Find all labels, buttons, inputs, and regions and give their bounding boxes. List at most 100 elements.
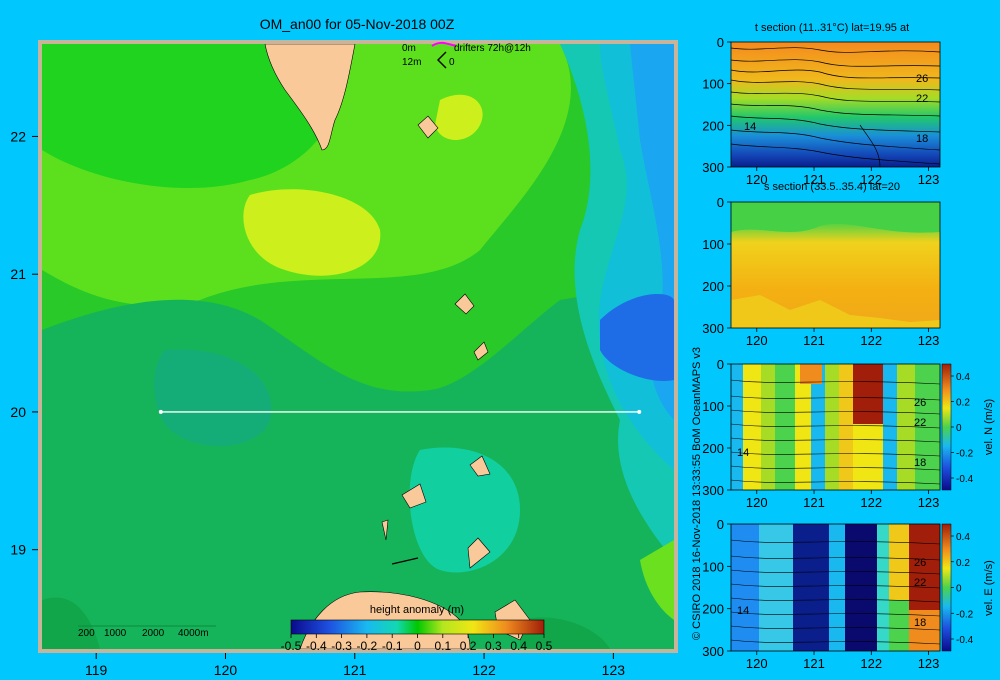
veln-colorbar <box>941 363 952 491</box>
panel-y-tick-label: 200 <box>702 602 724 617</box>
panel-y-tick-label: 100 <box>702 399 724 414</box>
panel-temp-contour-22: 22 <box>916 93 928 105</box>
panel-y-tick-label: 100 <box>702 559 724 574</box>
panel-y-tick-label: 300 <box>702 321 724 336</box>
panel-x-tick-label: 120 <box>746 656 768 671</box>
section-start-point <box>158 409 163 414</box>
map-x-tick-label: 123 <box>602 662 626 678</box>
drifter-arrow-icon <box>437 51 447 69</box>
panel-temp-field <box>731 42 940 167</box>
colorbar-tick-label: 0.1 <box>434 639 451 653</box>
panel-x-tick-label: 123 <box>918 172 940 187</box>
colorbar-tick-label: -0.1 <box>382 639 403 653</box>
depth-label-1000: 1000 <box>104 628 127 639</box>
vel-colorbar-tick-label: -0.2 <box>956 609 974 620</box>
panel-y-tick-label: 300 <box>702 644 724 659</box>
panel-x-tick-label: 120 <box>746 495 768 510</box>
map-x-tick-label: 122 <box>472 662 496 678</box>
panel-veln-contour-22: 22 <box>914 417 926 429</box>
panel-veln-contour-14: 14 <box>737 447 749 459</box>
credit-text: © CSIRO 2018 16-Nov-2018 13:33:55 BoM Oc… <box>691 347 703 640</box>
island <box>417 115 439 139</box>
vel-colorbar-tick-label: 0 <box>956 584 962 595</box>
vel-colorbar-tick-label: 0 <box>956 423 962 434</box>
panel-y-tick-label: 0 <box>717 35 724 50</box>
panel-y-tick-label: 200 <box>702 441 724 456</box>
panel-temp-contour-18: 18 <box>916 133 928 145</box>
panel-y-tick-label: 100 <box>702 237 724 252</box>
vel-colorbar-tick-label: -0.4 <box>956 474 974 485</box>
panel-x-tick-label: 121 <box>803 333 825 348</box>
depth-label-200: 200 <box>78 628 95 639</box>
map-y-ticks: 19 20 21 22 <box>10 128 38 558</box>
drifter-zero-label: 0 <box>449 57 455 68</box>
panel-y-tick-label: 0 <box>717 195 724 210</box>
panel-x-tick-label: 123 <box>918 495 940 510</box>
panel-vele-contour-14: 14 <box>737 605 749 617</box>
island <box>381 519 389 541</box>
panel-x-tick-label: 122 <box>860 172 882 187</box>
map-title: OM_an00 for 05-Nov-2018 00Z <box>260 16 455 32</box>
panel-x-tick-label: 123 <box>918 656 940 671</box>
panel-vele-contour-22: 22 <box>914 577 926 589</box>
drifter-depth-12: 12m <box>402 57 421 68</box>
depth-label-4000: 4000m <box>178 628 209 639</box>
vele-colorbar <box>941 523 952 652</box>
panel-y-tick-label: 200 <box>702 279 724 294</box>
panel-x-tick-label: 121 <box>803 656 825 671</box>
panel-veln-frame <box>730 363 941 491</box>
vel-colorbar-tick-label: -0.4 <box>956 635 974 646</box>
panel-ticks: 120 121 122 123 0 100 200 300 120 121 122 123 0 100 20… <box>702 35 939 671</box>
panel-temp-contour-14: 14 <box>744 121 756 133</box>
colorbar-label: height anomaly (m) <box>370 604 464 616</box>
panel-y-tick-label: 100 <box>702 77 724 92</box>
vel-colorbar-tick-label: 0.4 <box>956 372 970 383</box>
panel-x-tick-label: 122 <box>860 333 882 348</box>
panel-temp-frame <box>730 41 941 168</box>
panel-x-tick-label: 120 <box>746 172 768 187</box>
colorbar-tick-label: -0.4 <box>306 639 327 653</box>
map-y-tick-label: 19 <box>10 542 26 558</box>
vele-colorbar-label: vel. E (m/s) <box>983 560 995 616</box>
panel-x-tick-label: 121 <box>803 495 825 510</box>
island <box>454 293 475 315</box>
panel-x-tick-label: 121 <box>803 172 825 187</box>
panel-y-tick-label: 0 <box>717 357 724 372</box>
colorbar-tick-label: 0.2 <box>460 639 477 653</box>
map-x-tick-label: 121 <box>343 662 367 678</box>
panel-veln-contour-18: 18 <box>914 457 926 469</box>
panel-temp-title: t section (11..31°C) lat=19.95 at <box>755 22 909 34</box>
map-y-tick-label: 21 <box>10 266 26 282</box>
panel-x-tick-label: 122 <box>860 495 882 510</box>
panel-vele-frame <box>730 523 941 652</box>
panel-x-tick-label: 120 <box>746 333 768 348</box>
colorbar-tick-label: -0.2 <box>357 639 378 653</box>
colorbar-tick-label: -0.3 <box>331 639 352 653</box>
island <box>401 483 427 509</box>
drifter-depth-0: 0m <box>402 43 416 54</box>
panel-x-tick-label: 122 <box>860 656 882 671</box>
vel-colorbar-tick-label: 0.2 <box>956 558 970 569</box>
vel-colorbar-tick-label: 0.2 <box>956 398 970 409</box>
drifter-legend-label: drifters 72h@12h <box>454 43 531 54</box>
panel-x-tick-label: 123 <box>918 333 940 348</box>
panel-y-tick-label: 200 <box>702 118 724 133</box>
colorbar-tick-label: 0.3 <box>485 639 502 653</box>
colorbar-tick-label: 0 <box>414 639 421 653</box>
colorbar-tick-label: 0.4 <box>510 639 527 653</box>
panel-vele-contour-18: 18 <box>914 617 926 629</box>
colorbar-ticks: -0.5 -0.4 -0.3 -0.2 -0.1 0 0.1 0.2 0.3 0.4 0.5 <box>281 634 553 653</box>
colorbar-tick-label: -0.5 <box>281 639 302 653</box>
panel-y-tick-label: 300 <box>702 160 724 175</box>
vele-colorbar-ticks: 0.4 0.2 0 -0.2 -0.4 <box>951 532 974 646</box>
panel-salt-frame <box>730 201 941 329</box>
panel-temp-contour-26: 26 <box>916 73 928 85</box>
depth-label-2000: 2000 <box>142 628 165 639</box>
colorbar <box>290 619 545 635</box>
drifter-track-icon <box>431 41 457 47</box>
map-x-tick-label: 120 <box>214 662 238 678</box>
panel-vele-contour-26: 26 <box>914 557 926 569</box>
island <box>467 537 491 569</box>
map-y-tick-label: 20 <box>10 404 26 420</box>
